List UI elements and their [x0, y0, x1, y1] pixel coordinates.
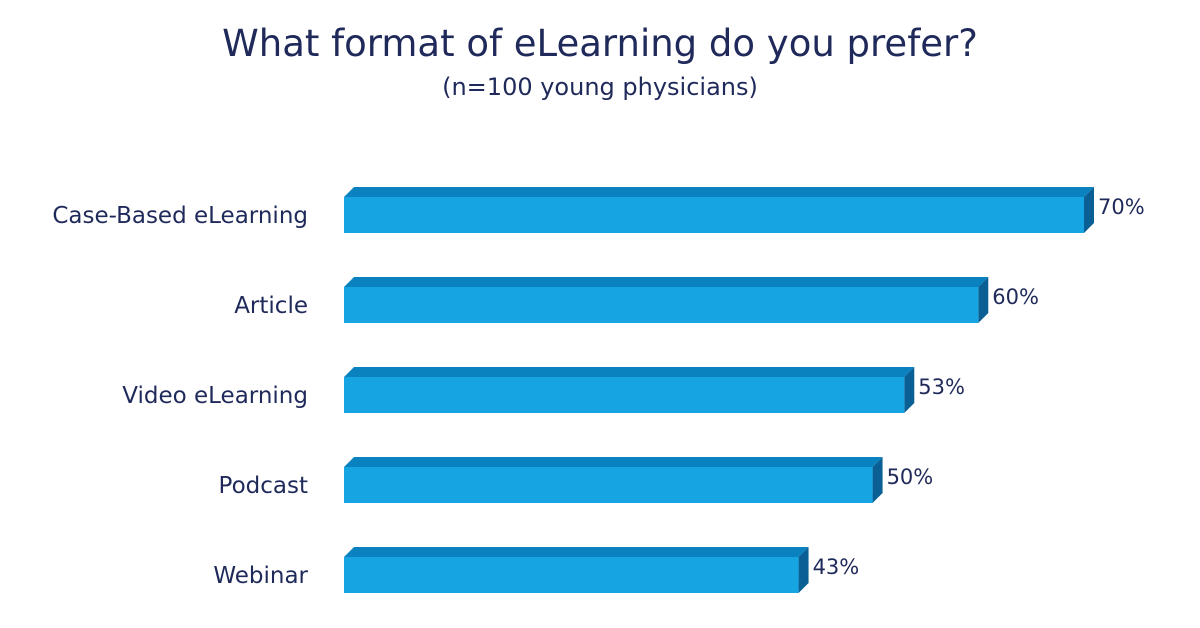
value-label: 50% — [887, 465, 934, 489]
chart-subtitle: (n=100 young physicians) — [442, 73, 758, 101]
value-label: 70% — [1098, 195, 1145, 219]
bar-top-face — [344, 187, 1094, 197]
bar-side-face — [798, 547, 809, 593]
category-label: Article — [234, 293, 308, 319]
bar-group — [344, 277, 989, 323]
bar — [344, 557, 799, 593]
bar-side-face — [978, 277, 989, 323]
bar — [344, 287, 979, 323]
bar-side-face — [904, 367, 915, 413]
bar — [344, 467, 873, 503]
bar — [344, 377, 905, 413]
category-label: Case-Based eLearning — [52, 203, 308, 229]
value-label: 60% — [992, 285, 1039, 309]
bar-group — [344, 547, 809, 593]
bar-group — [344, 367, 915, 413]
bar-top-face — [344, 277, 989, 287]
bar-group — [344, 457, 883, 503]
value-label: 43% — [813, 555, 860, 579]
category-label: Video eLearning — [122, 383, 308, 409]
bar-side-face — [872, 457, 883, 503]
category-label: Podcast — [219, 473, 308, 499]
value-label: 53% — [918, 375, 965, 399]
bar — [344, 197, 1084, 233]
chart-title: What format of eLearning do you prefer? — [222, 22, 978, 65]
bar-top-face — [344, 367, 915, 377]
category-label: Webinar — [213, 563, 308, 589]
bar-top-face — [344, 457, 883, 467]
bar-group — [344, 187, 1094, 233]
bar-top-face — [344, 547, 809, 557]
bar-side-face — [1084, 187, 1094, 233]
